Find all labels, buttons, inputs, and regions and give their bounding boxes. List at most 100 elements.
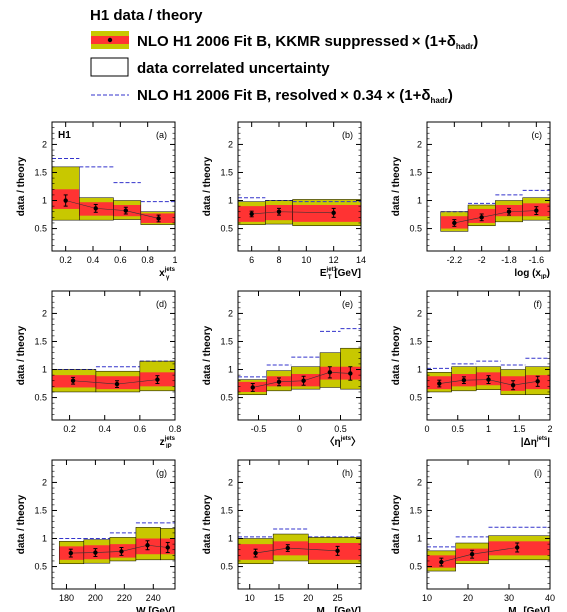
- x-tick-label: 0: [297, 424, 302, 434]
- x-tick-label: 1.5: [513, 424, 526, 434]
- data-point: [510, 383, 516, 388]
- x-axis-label-sub: IP: [541, 275, 547, 281]
- legend-title: H1 data / theory: [90, 7, 203, 24]
- y-tick-label: 1: [228, 365, 233, 375]
- x-axis-label-main: W: [136, 606, 146, 612]
- band-inner: [308, 543, 361, 560]
- data-point: [253, 550, 258, 556]
- panel-frame: [51, 290, 176, 421]
- data-trend-line: [454, 210, 537, 224]
- data-point: [155, 377, 160, 382]
- panel-letter: (g): [156, 468, 167, 478]
- x-tick-label: 20: [303, 593, 313, 603]
- x-tick-label: 0.4: [98, 424, 111, 434]
- data-point: [93, 550, 98, 555]
- panel-frame: [51, 121, 176, 252]
- data-point: [63, 198, 68, 203]
- x-axis-label-sub: γ: [166, 275, 170, 281]
- data-point: [452, 220, 457, 226]
- panel-a: 0.5 1 1.5 2 0.2 0.4 0.6 0.8 1 data / theory xjets γ…: [16, 121, 178, 281]
- x-axis-label-main: log (x: [514, 268, 541, 279]
- data-point: [515, 545, 520, 550]
- data-point: [276, 209, 282, 214]
- data-point: [156, 216, 161, 221]
- y-tick-label: 1.5: [220, 505, 233, 515]
- data-point: [437, 381, 442, 386]
- x-tick-label: 0.2: [63, 424, 76, 434]
- y-tick-label: 1.5: [409, 505, 422, 515]
- y-tick-label: 1.5: [409, 167, 422, 177]
- x-tick-label: 10: [422, 593, 432, 603]
- data-point: [335, 548, 340, 554]
- y-axis-label: data / theory: [16, 325, 27, 385]
- x-tick-label: 40: [545, 593, 555, 603]
- y-tick-label: 2: [417, 477, 422, 487]
- y-axis-label: data / theory: [391, 156, 402, 216]
- y-tick-label: 2: [228, 477, 233, 487]
- correlated-box: [113, 200, 142, 220]
- x-axis-label-sup: jets: [164, 436, 176, 442]
- x-axis-label: M12 [GeV]: [317, 606, 361, 612]
- panel-d: 0.5 1 1.5 2 0.2 0.4 0.6 0.8 data / theory zjets IP…: [16, 290, 181, 450]
- x-axis-label-sup: jet1: [326, 267, 338, 273]
- x-tick-label: 0.6: [114, 255, 127, 265]
- x-axis-label-main: M: [508, 606, 516, 612]
- data-point: [535, 379, 540, 384]
- data-point: [70, 378, 76, 383]
- y-tick-label: 1.5: [34, 167, 47, 177]
- y-tick-label: 1.5: [34, 505, 47, 515]
- panel-b: 0.5 1 1.5 2 6 8 10 12 14 data / theory Ejet1 T [GeV…: [202, 121, 366, 281]
- x-tick-label: 180: [59, 593, 74, 603]
- x-tick-label: 10: [301, 255, 311, 265]
- x-tick-label: 15: [274, 593, 284, 603]
- x-tick-label: -1.8: [501, 255, 517, 265]
- data-point: [249, 211, 254, 217]
- x-axis-label-sup: jets: [536, 436, 548, 442]
- x-tick-label: 8: [276, 255, 281, 265]
- panel-letter: (f): [534, 299, 543, 309]
- y-tick-label: 1.5: [409, 336, 422, 346]
- data-point: [93, 206, 98, 211]
- panel-frame: [237, 121, 362, 252]
- y-tick-label: 0.5: [220, 224, 233, 234]
- x-tick-label: 0.6: [134, 424, 147, 434]
- x-tick-label: 12: [329, 255, 339, 265]
- y-axis-label: data / theory: [391, 494, 402, 554]
- y-tick-label: 0.5: [34, 393, 47, 403]
- y-tick-label: 2: [417, 308, 422, 318]
- x-tick-label: 10: [245, 593, 255, 603]
- y-tick-label: 0.5: [409, 224, 422, 234]
- y-tick-label: 0.5: [34, 562, 47, 572]
- panel-letter: (b): [342, 130, 353, 140]
- y-tick-label: 1.5: [220, 336, 233, 346]
- x-axis-label-tail: [GeV]: [521, 606, 550, 612]
- x-tick-label: 14: [356, 255, 366, 265]
- y-tick-label: 1: [228, 196, 233, 206]
- x-tick-label: 1: [172, 255, 177, 265]
- y-tick-label: 1: [42, 534, 47, 544]
- y-tick-label: 2: [228, 308, 233, 318]
- data-point: [348, 371, 353, 376]
- data-point: [123, 208, 128, 213]
- x-axis-label-main: M: [317, 606, 325, 612]
- x-tick-label: -1.6: [529, 255, 545, 265]
- y-axis-label: data / theory: [202, 156, 213, 216]
- legend-swatch-marker: [107, 37, 113, 43]
- x-axis-label-main: z: [160, 437, 165, 448]
- x-axis-label: Ejet1 T [GeV]: [320, 267, 361, 281]
- y-tick-label: 1.5: [34, 336, 47, 346]
- x-tick-label: 0.2: [59, 255, 72, 265]
- x-tick-label: -2: [478, 255, 486, 265]
- x-tick-label: 1: [486, 424, 491, 434]
- y-tick-label: 2: [417, 139, 422, 149]
- y-tick-label: 2: [42, 139, 47, 149]
- panel-g: 0.5 1 1.5 2 180 200 220 240 data / theory W [GeV]…: [16, 459, 176, 612]
- y-tick-label: 1: [417, 196, 422, 206]
- x-tick-label: 30: [504, 593, 514, 603]
- panel-frame: [426, 290, 551, 421]
- y-tick-label: 2: [42, 308, 47, 318]
- x-tick-label: 0: [424, 424, 429, 434]
- x-tick-label: 0.8: [141, 255, 154, 265]
